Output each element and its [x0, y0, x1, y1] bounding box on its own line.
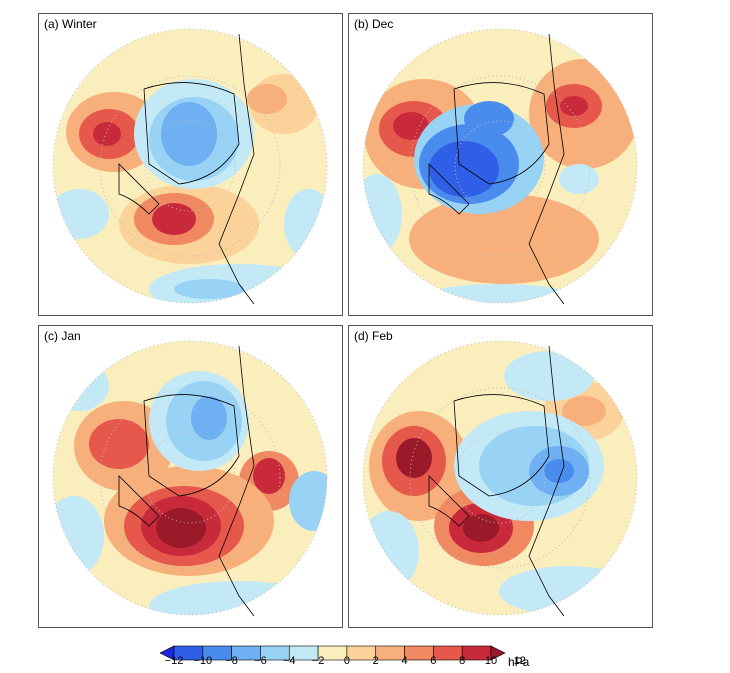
panel-dec: (b) Dec: [348, 13, 653, 316]
anomaly-positive: [560, 96, 588, 116]
panel-label: (d) Feb: [354, 329, 393, 343]
colorbar-right-arrow: [490, 645, 506, 661]
colorbar-tick-label: 0: [343, 655, 350, 667]
anomaly-negative: [544, 459, 574, 483]
anomaly-positive: [463, 514, 499, 542]
anomaly-negative: [174, 279, 244, 299]
colorbar-swatch: [375, 645, 405, 661]
colorbar-tick-label: −6: [254, 655, 267, 667]
colorbar-tick-label: −2: [311, 655, 325, 667]
anomaly-negative: [559, 164, 599, 194]
polar-map-feb: [362, 340, 638, 617]
anomaly-negative: [53, 361, 109, 411]
latitude-circle: [52, 28, 328, 304]
coastline: [118, 33, 255, 305]
latitude-circle: [454, 120, 546, 212]
anomaly-negative: [464, 101, 514, 137]
panel-jan: (c) Jan: [38, 325, 343, 628]
anomaly-negative: [53, 189, 109, 239]
anomaly-negative: [363, 174, 402, 254]
latitude-circle: [99, 75, 281, 257]
anomaly-positive: [396, 438, 432, 478]
colorbar-tick-label: −8: [225, 655, 238, 667]
anomaly-negative: [419, 284, 579, 303]
panel-feb: (d) Feb: [348, 325, 653, 628]
anomaly-negative: [284, 189, 327, 259]
latitude-circle: [362, 28, 638, 304]
anomaly-negative: [161, 102, 217, 166]
polar-map-dec: [362, 28, 638, 305]
polar-map-winter: [52, 28, 328, 305]
latitude-circle: [409, 387, 591, 569]
panel-winter: (a) Winter: [38, 13, 343, 316]
colorbar-tick-label: 4: [401, 655, 408, 667]
panel-label: (a) Winter: [44, 17, 97, 31]
coastline: [428, 345, 565, 617]
latitude-circle: [454, 432, 546, 524]
anomaly-positive: [253, 458, 285, 494]
anomaly-negative: [53, 496, 104, 576]
latitude-circle: [144, 120, 236, 212]
colorbar-tick-label: 6: [430, 655, 437, 667]
anomaly-negative: [504, 351, 594, 401]
latitude-circle: [409, 75, 591, 257]
anomaly-positive: [393, 112, 429, 140]
colorbar-unit: hPa: [508, 655, 530, 669]
panel-label: (c) Jan: [44, 329, 81, 343]
latitude-circle: [99, 387, 281, 569]
colorbar-swatch: [404, 645, 434, 661]
colorbar-swatch: [433, 645, 463, 661]
colorbar-tick-label: −12: [164, 655, 184, 667]
latitude-circle: [362, 340, 638, 616]
colorbar-tick-label: −4: [282, 655, 296, 667]
coastline: [118, 345, 255, 617]
colorbar: [160, 645, 506, 661]
anomaly-negative: [499, 566, 637, 615]
anomaly-positive: [247, 84, 287, 114]
coastline: [428, 33, 565, 305]
anomaly-negative: [429, 141, 499, 197]
colorbar-swatch: [346, 645, 377, 661]
anomaly-positive: [409, 194, 599, 284]
anomaly-negative: [363, 511, 419, 591]
colorbar-tick-label: 12: [513, 655, 526, 667]
colorbar-tick-label: 2: [372, 655, 379, 667]
anomaly-positive: [152, 203, 196, 235]
colorbar-tick-label: 10: [484, 655, 498, 667]
anomaly-negative: [191, 396, 227, 440]
colorbar-tick-label: −10: [193, 655, 213, 667]
anomaly-negative: [289, 471, 327, 531]
polar-map-jan: [52, 340, 328, 617]
latitude-circle: [144, 432, 236, 524]
anomaly-positive: [156, 508, 206, 548]
latitude-circle: [52, 340, 328, 616]
panel-label: (b) Dec: [354, 17, 394, 31]
colorbar-tick-label: 8: [459, 655, 466, 667]
anomaly-positive: [562, 396, 606, 426]
anomaly-positive: [93, 122, 121, 146]
anomaly-positive: [89, 419, 149, 469]
